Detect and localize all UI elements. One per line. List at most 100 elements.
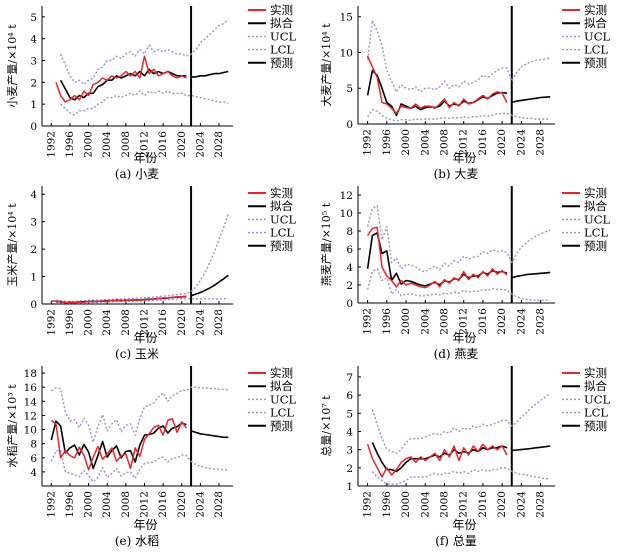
series-line-forecast (190, 274, 229, 297)
legend-label-fitted: 拟合 (270, 199, 293, 213)
y-tick-label: 4 (346, 262, 353, 274)
y-tick-label: 0 (346, 298, 353, 310)
x-axis-label: 年份 (452, 331, 476, 345)
y-tick-label: 12 (24, 410, 37, 422)
legend-label-fitted: 拟合 (270, 16, 293, 30)
y-axis-label: 小麦产量/×10⁴ t (5, 24, 19, 108)
x-tick-label: 1992 (362, 308, 374, 335)
subplot-rice: 4 6 8 10 12 14 16 18 1992 1996 2000 2004 2008 2012 201… (5, 366, 296, 548)
y-tick-label: 4 (30, 189, 37, 201)
series-line-lcl (60, 90, 229, 116)
legend-label-forecast: 预测 (584, 239, 607, 253)
legend-label-measured: 实测 (584, 3, 607, 17)
y-axis-label: 大麦产量/×10⁴ t (319, 23, 333, 107)
series-line-ucl (55, 213, 229, 303)
y-tick-label: 4 (346, 426, 353, 438)
x-tick-label: 2020 (496, 129, 508, 156)
legend-label-ucl: UCL (270, 29, 296, 43)
x-tick-label: 2004 (101, 491, 113, 518)
subplot-caption: (d) 燕麦 (434, 347, 479, 361)
series-line-ucl (371, 392, 551, 454)
y-tick-label: 10 (24, 425, 37, 437)
y-tick-label: 10 (340, 208, 353, 220)
series-line-forecast (511, 96, 551, 104)
series-line-forecast (511, 445, 551, 452)
y-axis-label: 燕麦产量/×10⁵ t (319, 202, 333, 286)
x-tick-label: 2012 (138, 491, 150, 518)
y-tick-label: 10 (340, 47, 353, 59)
legend-label-lcl: LCL (270, 406, 294, 420)
x-tick-label: 2024 (194, 491, 206, 518)
legend-label-ucl: UCL (270, 392, 296, 406)
y-tick-label: 1 (30, 99, 37, 111)
legend-label-fitted: 拟合 (584, 16, 607, 30)
x-tick-label: 1992 (45, 309, 57, 336)
y-axis-label: 总量/×10⁷ t (319, 395, 333, 457)
x-tick-label: 1996 (381, 129, 393, 156)
x-tick-label: 2000 (83, 309, 95, 336)
x-tick-label: 2008 (438, 129, 450, 156)
series-line-measured (50, 418, 188, 471)
legend-label-lcl: LCL (270, 226, 294, 240)
series-line-measured (366, 55, 508, 115)
x-tick-label: 2020 (176, 309, 188, 336)
x-tick-label: 2024 (515, 129, 527, 156)
y-tick-label: 3 (30, 217, 37, 229)
legend-label-lcl: LCL (584, 406, 608, 420)
x-tick-label: 2024 (194, 309, 206, 336)
x-tick-label: 2020 (176, 491, 188, 518)
y-axis-label: 水稻产量/×10³ t (5, 384, 19, 468)
legend-label-lcl: LCL (584, 226, 608, 240)
legend-label-forecast: 预测 (270, 56, 293, 70)
x-tick-label: 1996 (64, 131, 76, 158)
x-tick-label: 2004 (419, 129, 431, 156)
series-line-lcl (371, 467, 551, 485)
series-line-ucl (366, 19, 551, 93)
x-tick-label: 2016 (477, 308, 489, 335)
y-tick-label: 12 (340, 190, 353, 202)
y-tick-label: 1 (30, 272, 37, 284)
y-tick-label: 2 (30, 244, 37, 256)
y-tick-label: 2 (346, 463, 353, 475)
x-tick-label: 2024 (515, 308, 527, 335)
x-axis-label: 年份 (133, 331, 157, 345)
x-tick-label: 1996 (381, 308, 393, 335)
y-tick-label: 8 (346, 226, 353, 238)
x-tick-label: 2008 (120, 491, 132, 518)
legend-label-ucl: UCL (270, 212, 296, 226)
y-tick-label: 0 (30, 121, 37, 133)
subplot-oats: 0 2 4 6 8 10 12 1992 1996 2000 2004 2008 2012 2016 202… (319, 186, 610, 361)
y-tick-label: 6 (346, 390, 353, 402)
y-tick-label: 2 (346, 280, 353, 292)
series-line-forecast (190, 430, 229, 439)
x-tick-label: 2016 (477, 129, 489, 156)
subplot-caption: (b) 大麦 (434, 167, 479, 181)
y-tick-label: 5 (346, 83, 353, 95)
y-tick-label: 16 (24, 382, 38, 394)
x-tick-label: 2000 (83, 491, 95, 518)
x-tick-label: 2004 (419, 491, 431, 518)
y-tick-label: 1 (346, 481, 353, 493)
x-tick-label: 2028 (213, 491, 225, 518)
series-line-ucl (59, 18, 229, 86)
x-tick-label: 2020 (496, 308, 508, 335)
x-tick-label: 2012 (458, 491, 470, 518)
x-tick-label: 2020 (496, 491, 508, 518)
y-tick-label: 5 (30, 12, 37, 24)
y-tick-label: 5 (346, 408, 353, 420)
x-tick-label: 2000 (83, 131, 95, 158)
x-tick-label: 2008 (438, 308, 450, 335)
y-tick-label: 7 (346, 372, 353, 384)
legend-label-fitted: 拟合 (584, 379, 607, 393)
series-line-lcl (367, 108, 551, 122)
legend-label-ucl: UCL (584, 29, 610, 43)
legend-label-measured: 实测 (270, 186, 293, 200)
series-line-measured (55, 55, 187, 103)
y-tick-label: 0 (346, 119, 353, 131)
series-line-fitted (50, 420, 187, 470)
y-tick-label: 0 (30, 299, 37, 311)
